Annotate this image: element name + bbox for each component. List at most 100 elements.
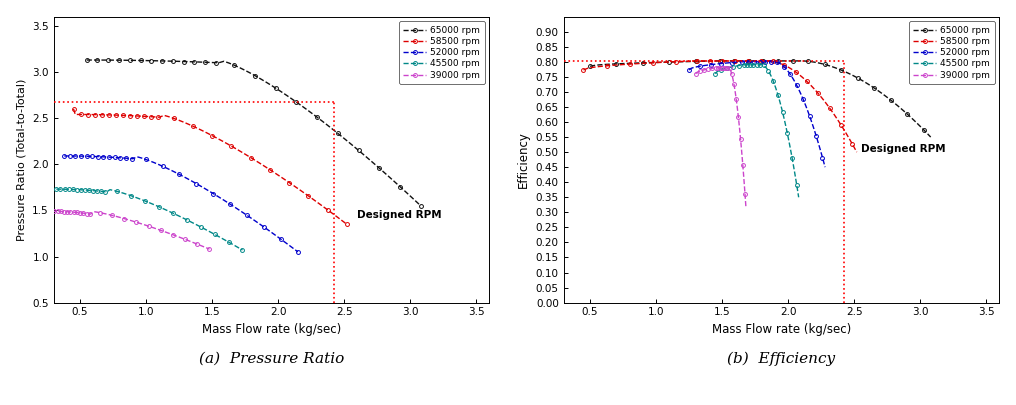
- 52000 rpm: [71, 153, 83, 158]
- 65000 rpm: [202, 60, 214, 65]
- 52000 rpm: [715, 61, 727, 66]
- 45500 rpm: [69, 187, 81, 192]
- 65000 rpm: [685, 59, 697, 64]
- Line: 39000 rpm: 39000 rpm: [694, 66, 748, 208]
- 45500 rpm: [60, 187, 72, 192]
- 39000 rpm: [72, 210, 84, 215]
- 39000 rpm: [720, 66, 733, 70]
- 39000 rpm: [60, 209, 72, 214]
- 45500 rpm: [237, 247, 249, 252]
- 45500 rpm: [726, 64, 739, 69]
- 39000 rpm: [702, 67, 714, 72]
- Y-axis label: Efficiency: Efficiency: [517, 131, 530, 188]
- 58500 rpm: [647, 60, 659, 65]
- 39000 rpm: [705, 66, 717, 71]
- 45500 rpm: [201, 228, 213, 233]
- 58500 rpm: [810, 88, 822, 93]
- Line: 52000 rpm: 52000 rpm: [62, 154, 300, 254]
- 52000 rpm: [292, 249, 304, 254]
- Line: 58500 rpm: 58500 rpm: [71, 107, 348, 226]
- 52000 rpm: [121, 156, 133, 161]
- Text: Designed RPM: Designed RPM: [861, 144, 945, 154]
- 39000 rpm: [740, 204, 752, 209]
- 52000 rpm: [784, 72, 797, 77]
- 45500 rpm: [738, 62, 750, 67]
- 65000 rpm: [865, 83, 877, 88]
- 58500 rpm: [688, 58, 700, 63]
- Legend: 65000 rpm, 58500 rpm, 52000 rpm, 45500 rpm, 39000 rpm: 65000 rpm, 58500 rpm, 52000 rpm, 45500 r…: [399, 21, 485, 84]
- Line: 39000 rpm: 39000 rpm: [49, 209, 211, 251]
- 65000 rpm: [415, 203, 427, 208]
- 58500 rpm: [127, 113, 139, 118]
- 45500 rpm: [85, 188, 98, 193]
- Line: 45500 rpm: 45500 rpm: [55, 187, 245, 252]
- 39000 rpm: [732, 111, 744, 116]
- 52000 rpm: [762, 60, 774, 64]
- 39000 rpm: [699, 67, 711, 72]
- 65000 rpm: [777, 58, 789, 63]
- 65000 rpm: [129, 58, 141, 63]
- 52000 rpm: [723, 60, 736, 65]
- Title: (b)  Efficiency: (b) Efficiency: [727, 352, 835, 366]
- 45500 rpm: [723, 65, 736, 70]
- 39000 rpm: [727, 82, 740, 87]
- Legend: 65000 rpm, 58500 rpm, 52000 rpm, 45500 rpm, 39000 rpm: 65000 rpm, 58500 rpm, 52000 rpm, 45500 r…: [909, 21, 995, 84]
- 58500 rpm: [99, 113, 111, 117]
- Y-axis label: Pressure Ratio (Total-to-Total): Pressure Ratio (Total-to-Total): [16, 79, 26, 241]
- 58500 rpm: [577, 68, 589, 72]
- 52000 rpm: [73, 153, 85, 158]
- Line: 65000 rpm: 65000 rpm: [84, 58, 423, 208]
- 58500 rpm: [747, 58, 759, 63]
- 45500 rpm: [775, 106, 787, 111]
- 58500 rpm: [850, 150, 863, 155]
- 65000 rpm: [105, 58, 117, 62]
- 52000 rpm: [83, 154, 96, 159]
- 39000 rpm: [54, 209, 66, 214]
- 45500 rpm: [50, 187, 62, 192]
- 65000 rpm: [111, 58, 123, 63]
- 65000 rpm: [647, 60, 659, 65]
- Title: (a)  Pressure Ratio: (a) Pressure Ratio: [199, 352, 344, 366]
- 52000 rpm: [683, 68, 695, 72]
- 65000 rpm: [835, 68, 847, 72]
- 52000 rpm: [819, 165, 831, 170]
- 65000 rpm: [925, 134, 937, 139]
- 39000 rpm: [81, 211, 93, 216]
- 65000 rpm: [363, 157, 375, 162]
- 58500 rpm: [293, 187, 305, 192]
- 39000 rpm: [52, 209, 64, 214]
- 39000 rpm: [45, 209, 57, 214]
- 65000 rpm: [173, 59, 185, 64]
- 65000 rpm: [584, 64, 596, 69]
- 45500 rpm: [792, 195, 805, 200]
- 45500 rpm: [732, 64, 744, 68]
- X-axis label: Mass Flow rate (kg/sec): Mass Flow rate (kg/sec): [202, 323, 341, 336]
- 58500 rpm: [86, 112, 99, 117]
- 52000 rpm: [106, 155, 118, 160]
- 58500 rpm: [789, 69, 802, 74]
- 52000 rpm: [709, 62, 721, 67]
- Line: 45500 rpm: 45500 rpm: [713, 63, 801, 199]
- 45500 rpm: [767, 78, 779, 83]
- X-axis label: Mass Flow rate (kg/sec): Mass Flow rate (kg/sec): [712, 323, 851, 336]
- 65000 rpm: [663, 60, 676, 64]
- 39000 rpm: [173, 234, 185, 239]
- 58500 rpm: [340, 222, 353, 227]
- 52000 rpm: [796, 94, 808, 99]
- 45500 rpm: [752, 62, 764, 67]
- 39000 rpm: [203, 247, 215, 252]
- 58500 rpm: [146, 114, 158, 119]
- 58500 rpm: [665, 60, 678, 64]
- 45500 rpm: [97, 189, 109, 194]
- Line: 58500 rpm: 58500 rpm: [581, 59, 859, 154]
- 58500 rpm: [67, 107, 79, 111]
- Line: 52000 rpm: 52000 rpm: [687, 60, 827, 169]
- 45500 rpm: [709, 71, 721, 76]
- 58500 rpm: [83, 112, 96, 117]
- 65000 rpm: [80, 58, 92, 62]
- 45500 rpm: [62, 187, 74, 192]
- 39000 rpm: [709, 66, 721, 70]
- 52000 rpm: [58, 153, 70, 158]
- 65000 rpm: [711, 58, 723, 63]
- Line: 65000 rpm: 65000 rpm: [588, 59, 933, 139]
